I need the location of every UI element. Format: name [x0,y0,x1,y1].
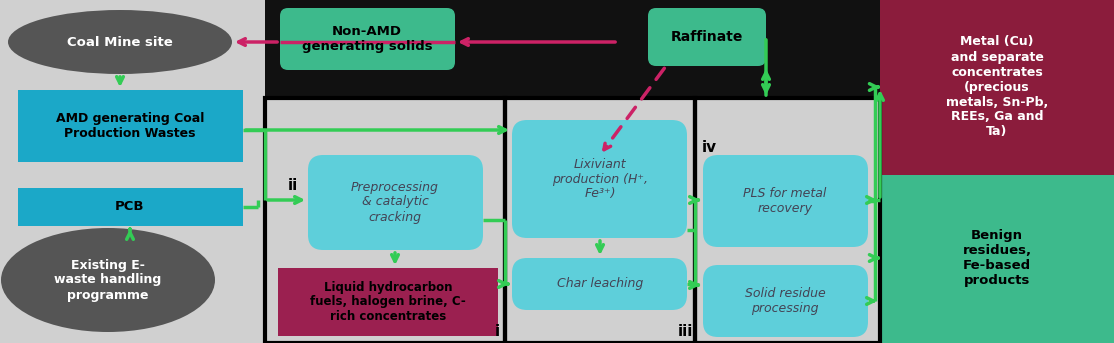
Bar [505,98,695,343]
FancyBboxPatch shape [512,258,687,310]
FancyBboxPatch shape [648,8,766,66]
Text: i: i [495,324,499,340]
FancyBboxPatch shape [703,265,868,337]
Text: Raffinate: Raffinate [671,30,743,44]
Bar [505,98,695,343]
Ellipse shape [8,10,232,74]
Text: Preprocessing
& catalytic
cracking: Preprocessing & catalytic cracking [351,180,439,224]
Bar [278,268,498,336]
Text: ii: ii [289,177,299,192]
Bar [265,98,505,343]
Text: Lixiviant
production (H⁺,
Fe³⁺): Lixiviant production (H⁺, Fe³⁺) [553,157,648,201]
Text: Existing E-
waste handling
programme: Existing E- waste handling programme [55,259,162,301]
FancyBboxPatch shape [512,120,687,238]
Text: PCB: PCB [115,201,145,213]
Bar [18,188,243,226]
FancyBboxPatch shape [280,8,455,70]
Text: Metal (Cu)
and separate
concentrates
(precious
metals, Sn-Pb,
REEs, Ga and
Ta): Metal (Cu) and separate concentrates (pr… [946,35,1048,139]
Text: PLS for metal
recovery: PLS for metal recovery [743,187,827,215]
Bar [18,90,243,162]
FancyBboxPatch shape [703,155,868,247]
Bar [695,0,880,98]
Text: Liquid hydrocarbon
fuels, halogen brine, C-
rich concentrates: Liquid hydrocarbon fuels, halogen brine,… [310,281,466,323]
FancyBboxPatch shape [307,155,483,250]
Text: Char leaching: Char leaching [557,277,643,291]
Bar [695,98,880,343]
Text: Coal Mine site: Coal Mine site [67,35,173,48]
Bar [0,0,265,343]
Bar [265,0,695,98]
Text: Non-AMD
generating solids: Non-AMD generating solids [302,25,432,53]
Bar [265,98,505,343]
Text: Solid residue
processing: Solid residue processing [744,287,825,315]
Text: AMD generating Coal
Production Wastes: AMD generating Coal Production Wastes [56,112,204,140]
Bar [695,98,880,343]
Ellipse shape [1,228,215,332]
Text: iii: iii [677,324,693,340]
Text: Benign
residues,
Fe-based
products: Benign residues, Fe-based products [962,229,1032,287]
Bar [880,175,1114,343]
Text: iv: iv [702,141,717,155]
Bar [880,0,1114,175]
